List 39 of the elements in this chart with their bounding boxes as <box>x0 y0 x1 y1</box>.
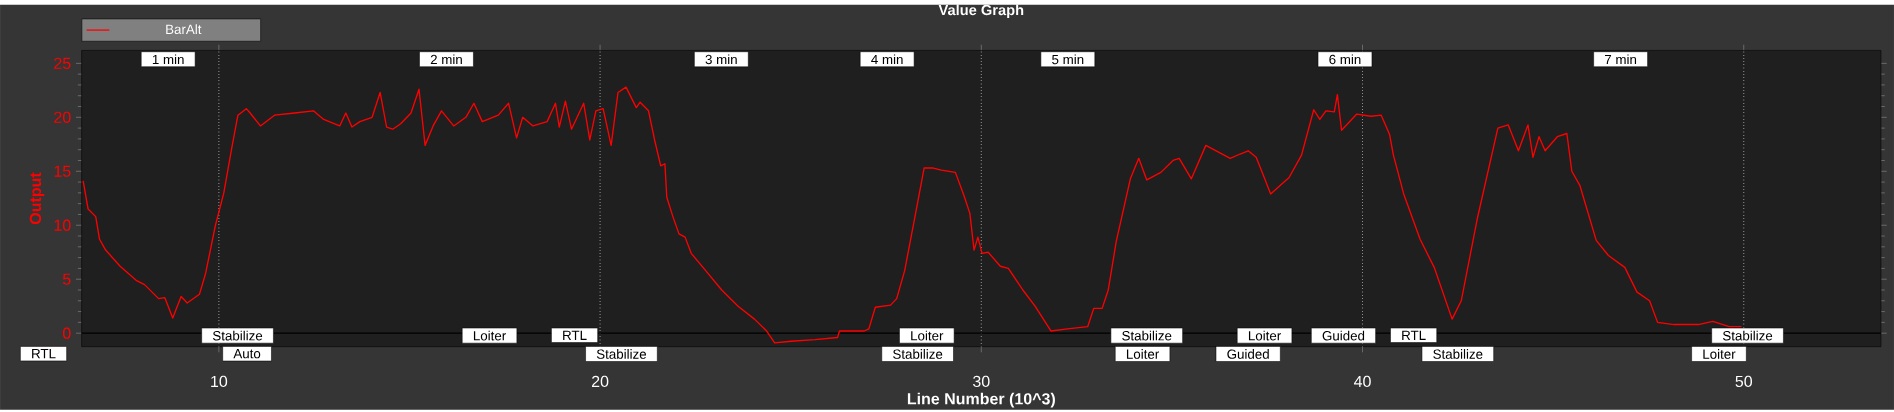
text: Stabilize <box>893 349 943 359</box>
y-tick-label: 0 <box>62 327 71 339</box>
annotation: 1 min <box>152 54 184 65</box>
y-tick-label: 20 <box>54 111 71 123</box>
x-tick-label: 50 <box>1735 375 1753 388</box>
annotation: RTL <box>563 330 587 340</box>
annotation: Guided <box>1322 330 1365 341</box>
annotation: Loiter <box>911 330 944 341</box>
x-tick-label: 10 <box>211 375 228 388</box>
y-tick-label: 5 <box>62 273 71 285</box>
annotation: 7 min <box>1605 54 1637 65</box>
x-axis-title: Line Number (10^3) <box>907 392 1055 408</box>
text: Stabilize <box>596 349 647 359</box>
text: Loiter <box>1703 349 1736 359</box>
text: RTL <box>32 349 56 359</box>
text: Loiter <box>1126 349 1160 359</box>
annotation: Stabilize <box>1122 330 1172 341</box>
y-tick-label: 10 <box>54 219 71 231</box>
annotation: 6 min <box>1329 54 1361 65</box>
annotation: 5 min <box>1052 54 1084 65</box>
text: Guided <box>1227 349 1269 359</box>
y-tick-label: 25 <box>54 57 71 69</box>
annotation: 2 min <box>430 54 462 65</box>
y-axis-title: Output <box>29 172 45 225</box>
annotation: RTL <box>1402 330 1426 340</box>
text: BarAlt <box>166 24 202 34</box>
annotation: Loiter <box>473 330 506 341</box>
x-tick-label: 30 <box>973 375 990 388</box>
annotation: Stabilize <box>212 330 263 341</box>
annotation: Stabilize <box>1722 330 1773 341</box>
annotation: 3 min <box>705 54 737 65</box>
x-tick-label: 40 <box>1354 375 1371 388</box>
chart-title: Value Graph <box>938 4 1024 19</box>
text: Stabilize <box>1433 349 1483 359</box>
x-tick-label: 20 <box>591 375 609 388</box>
text: Auto <box>233 349 261 359</box>
annotation: Loiter <box>1248 330 1282 341</box>
y-tick-label: 15 <box>54 165 71 177</box>
annotation: 4 min <box>871 54 903 65</box>
